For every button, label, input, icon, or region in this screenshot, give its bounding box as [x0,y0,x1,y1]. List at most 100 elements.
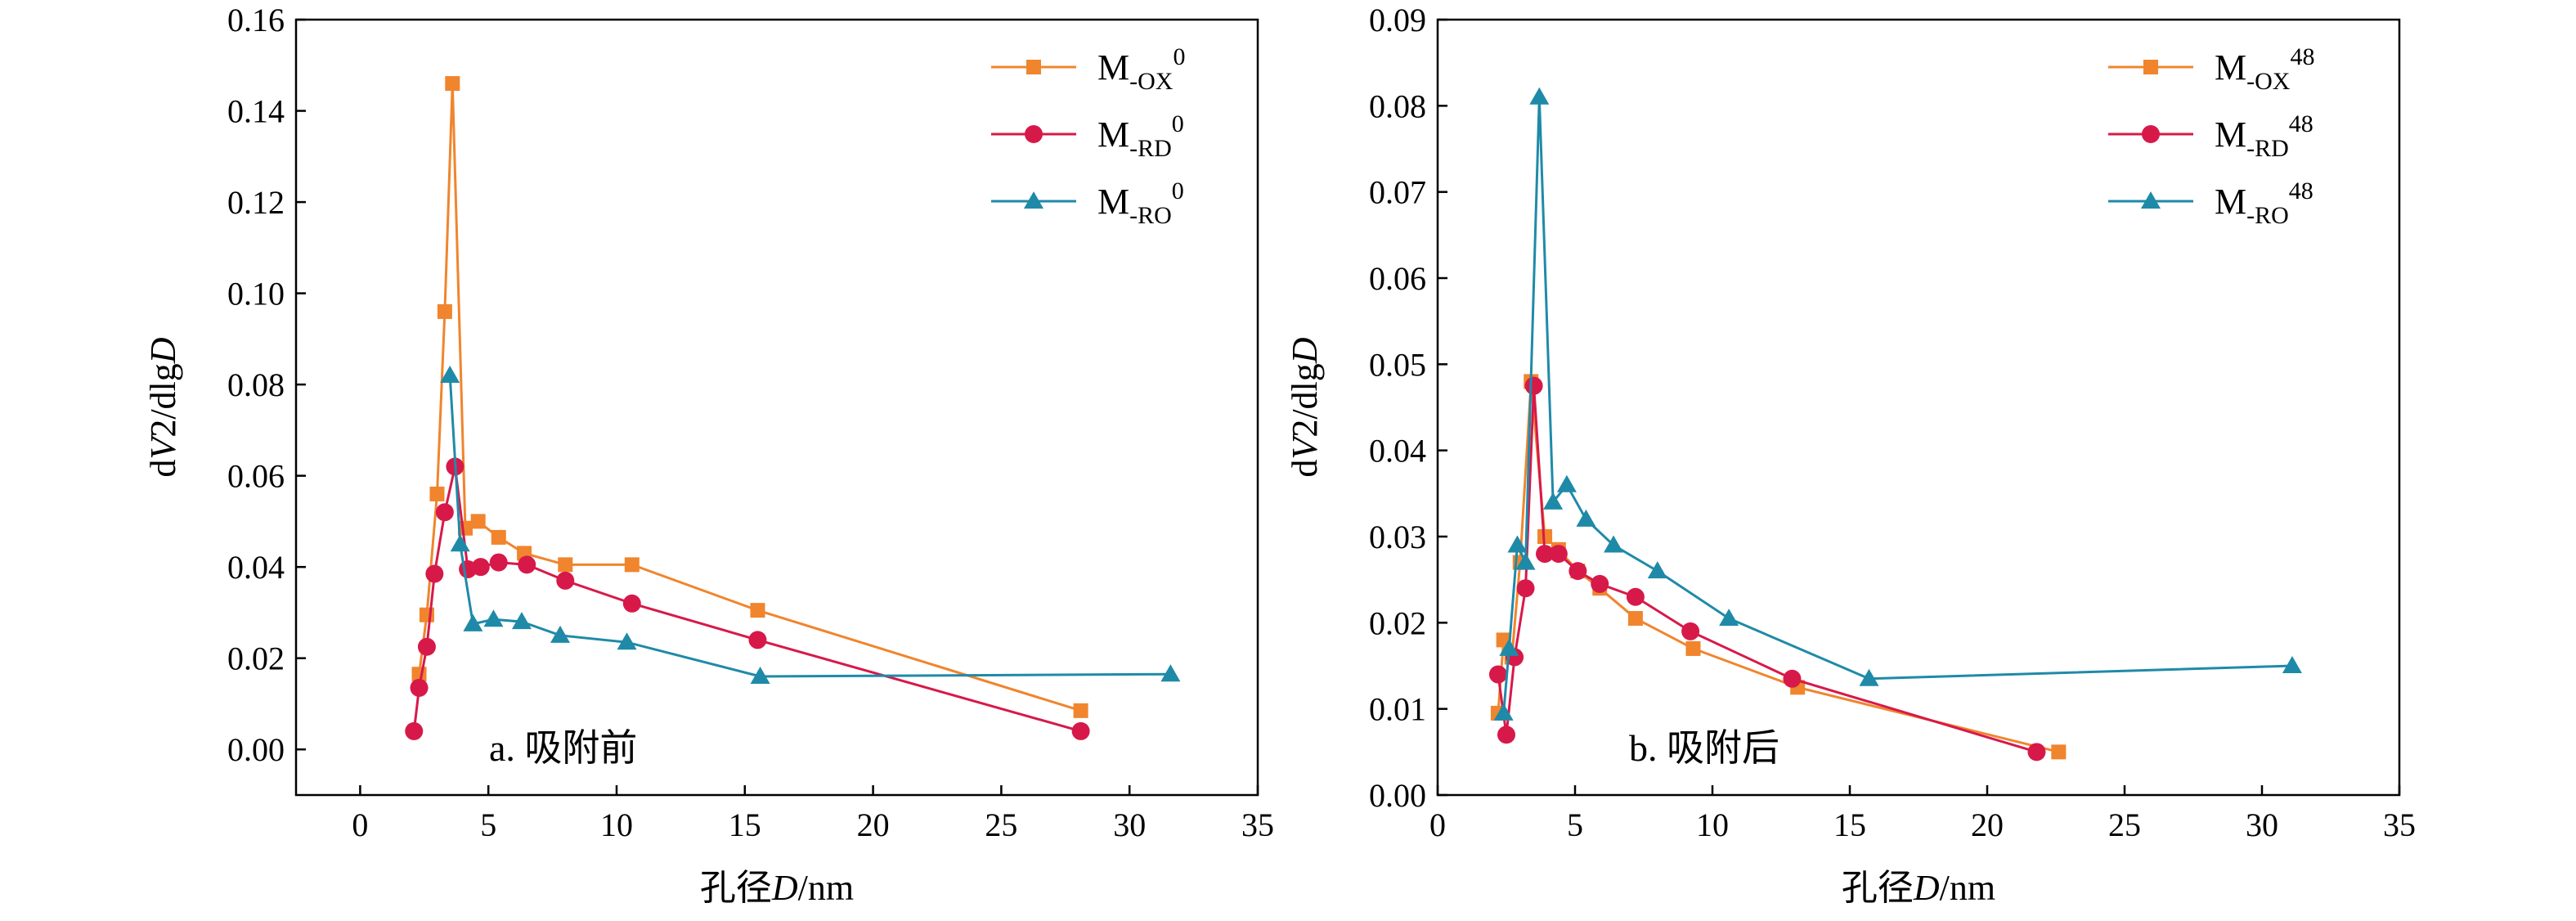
x-axis-title-unit: /nm [1940,868,1995,908]
y-tick-label: 0.12 [227,184,285,221]
legend-label-sup: 48 [2290,43,2314,70]
data-point [558,557,573,573]
y-tick-label: 0.00 [227,731,285,768]
legend-entry: M-OX48 [2108,43,2314,95]
y-tick-label: 0.10 [227,276,285,312]
chart-a: 0 5 10 15 20 25 30 35 0.00 0.02 0.04 0.06 0.08 0.10 0.… [143,2,1274,909]
data-point [617,632,637,650]
x-tick-label: 15 [1833,806,1866,843]
legend-label-sub: -OX [1129,68,1174,95]
y-axis-title-var: D [1285,337,1325,364]
x-tick-label: 25 [2108,806,2141,843]
y-axis-title: dV2/dlgD [143,337,183,477]
x-tick-label: 0 [352,806,368,843]
data-point [1516,579,1535,598]
y-axis-title-part: d [1285,460,1325,478]
y-tick-label: 0.08 [227,366,285,403]
panel-label: a. 吸附前 [489,727,637,769]
data-point [470,514,486,529]
legend-marker [2141,191,2161,209]
data-point [440,365,460,383]
data-point [1576,509,1596,527]
data-point [463,613,483,631]
data-point [2027,743,2046,762]
data-point [1515,552,1536,570]
legend-label-sup: 0 [1172,177,1184,204]
series-ro [440,365,1181,685]
y-axis-title-var: D [143,337,183,364]
data-point [622,594,641,613]
y-tick-label: 0.09 [1369,2,1426,38]
y-tick-label: 0.05 [1369,346,1426,383]
y-tick-label: 0.00 [1369,777,1426,814]
series-rd [405,457,1090,740]
panel-label: b. 吸附后 [1629,727,1779,769]
chart-b: 0 5 10 15 20 25 30 35 0.00 0.01 0.02 0.03 0.04 0.05 0.… [1285,2,2416,909]
legend-label-sub: -RD [1129,135,1172,162]
x-tick-label: 35 [2383,806,2416,843]
x-tick-label: 30 [2246,806,2278,843]
legend-entry: M-RD0 [991,110,1184,162]
legend-entry: M-OX0 [991,43,1185,95]
y-tick-label: 0.01 [1369,691,1426,728]
y-tick-label: 0.16 [227,2,285,38]
data-point [1719,609,1739,627]
legend-label-sup: 48 [2289,177,2313,204]
legend-label-sub: -OX [2246,68,2291,95]
x-tick-label: 30 [1113,806,1146,843]
data-point [1627,611,1643,627]
y-tick-label: 0.06 [227,458,285,495]
data-point [419,607,434,622]
legend-marker [2142,125,2160,143]
data-point [491,529,506,545]
y-tick-label: 0.14 [227,93,285,130]
data-point [2282,656,2302,673]
y-tick-label: 0.03 [1369,519,1426,555]
data-point [1549,545,1568,564]
series-line [412,466,1082,733]
legend-label-main: M [2215,47,2246,88]
data-point [445,76,460,92]
data-point [511,612,532,630]
data-point [1783,669,1802,688]
x-axis-title-unit: /nm [798,868,854,908]
legend-marker [1024,191,1043,209]
legend-entry: M-RD48 [2108,110,2313,162]
x-tick-label: 5 [1567,806,1583,843]
data-point [1568,562,1587,581]
y-axis-title-var: V [143,434,183,460]
x-tick-label: 25 [985,806,1017,843]
data-point [1160,664,1181,682]
data-point [1604,535,1624,553]
x-axis-title-var: D [1913,868,1940,908]
legend-label: M-OX48 [2215,43,2314,95]
data-point [425,564,444,583]
data-point [450,534,470,552]
y-tick-label: 0.07 [1369,174,1426,211]
legend-label-main: M [1097,47,1129,88]
legend-label-sub: -RD [2246,135,2289,162]
data-point [748,631,767,649]
data-point [1524,376,1543,395]
plot-frame [1436,18,2401,797]
data-point [550,625,571,643]
series-line [418,83,1082,712]
series-rd [1488,376,2046,762]
x-axis-title-prefix: 孔径 [1842,867,1914,909]
x-tick-label: 20 [1971,806,2004,843]
data-point [1543,492,1564,510]
data-point [471,558,490,577]
x-tick-label: 15 [729,806,761,843]
data-point [2051,744,2067,760]
x-axis-title-prefix: 孔径 [700,867,772,909]
y-axis-title: dV2/dlgD [1285,337,1325,477]
series-ro [1493,87,2302,721]
data-point [1859,668,1879,686]
x-tick-label: 20 [857,806,890,843]
data-point [624,557,640,573]
legend-label-main: M [2215,182,2246,222]
data-point [750,667,770,685]
data-point [410,678,429,697]
legend-label-main: M [1097,182,1129,222]
